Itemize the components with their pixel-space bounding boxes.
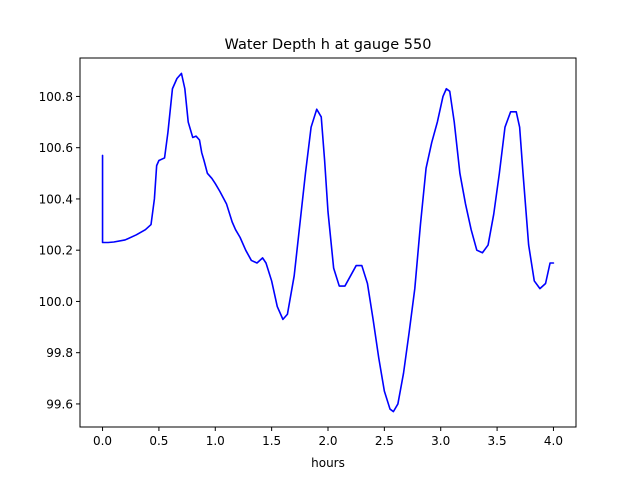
y-tick-label: 100.6 — [39, 141, 73, 155]
x-tick-label: 3.5 — [488, 434, 507, 448]
y-axis: 99.6 99.8 100.0 100.2 100.4 100.6 100.8 — [39, 90, 80, 411]
y-tick-label: 100.4 — [39, 192, 73, 206]
y-tick-label: 100.8 — [39, 90, 73, 104]
x-tick-label: 4.0 — [544, 434, 563, 448]
y-tick-label: 100.2 — [39, 244, 73, 258]
x-tick-label: 1.5 — [262, 434, 281, 448]
y-tick-label: 99.6 — [46, 397, 73, 411]
x-axis-label: hours — [311, 456, 345, 470]
plot-area-frame — [79, 57, 577, 428]
x-tick-label: 2.5 — [375, 434, 394, 448]
x-tick-label: 0.5 — [149, 434, 168, 448]
series-layer — [101, 72, 555, 413]
x-tick-label: 2.0 — [318, 434, 337, 448]
chart-title: Water Depth h at gauge 550 — [225, 37, 432, 53]
x-tick-label: 0.0 — [93, 434, 112, 448]
x-tick-label: 1.0 — [206, 434, 225, 448]
y-tick-label: 100.0 — [39, 295, 73, 309]
series-line — [101, 72, 555, 413]
x-axis: 0.0 0.5 1.0 1.5 2.0 2.5 3.0 3.5 4.0 — [93, 427, 563, 448]
y-tick-label: 99.8 — [46, 346, 73, 360]
x-tick-label: 3.0 — [431, 434, 450, 448]
